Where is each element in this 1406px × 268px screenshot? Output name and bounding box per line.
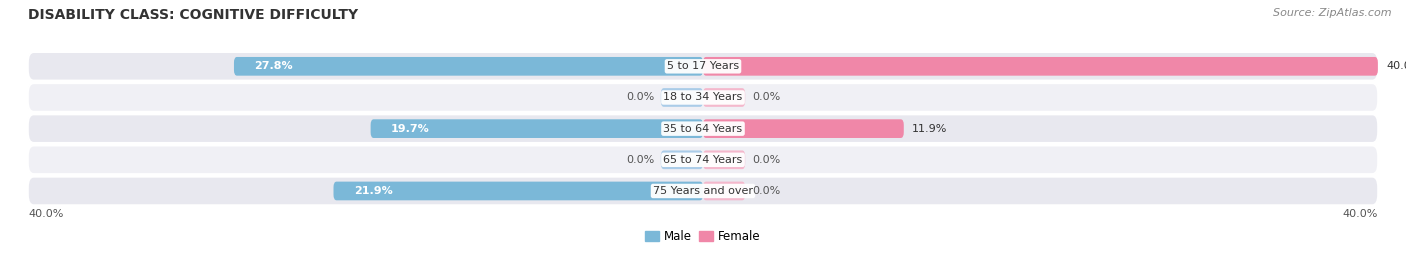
FancyBboxPatch shape (661, 88, 703, 107)
FancyBboxPatch shape (28, 177, 1378, 205)
Text: Source: ZipAtlas.com: Source: ZipAtlas.com (1274, 8, 1392, 18)
FancyBboxPatch shape (703, 119, 904, 138)
Text: 0.0%: 0.0% (752, 186, 780, 196)
Text: 0.0%: 0.0% (626, 155, 654, 165)
Text: 27.8%: 27.8% (254, 61, 292, 71)
Text: 75 Years and over: 75 Years and over (652, 186, 754, 196)
Text: 5 to 17 Years: 5 to 17 Years (666, 61, 740, 71)
Text: 0.0%: 0.0% (752, 92, 780, 102)
FancyBboxPatch shape (703, 57, 1378, 76)
FancyBboxPatch shape (703, 88, 745, 107)
Text: 65 to 74 Years: 65 to 74 Years (664, 155, 742, 165)
Text: 40.0%: 40.0% (28, 209, 63, 219)
FancyBboxPatch shape (661, 150, 703, 169)
Text: 40.0%: 40.0% (1386, 61, 1406, 71)
Text: 0.0%: 0.0% (752, 155, 780, 165)
FancyBboxPatch shape (703, 182, 745, 200)
FancyBboxPatch shape (333, 182, 703, 200)
FancyBboxPatch shape (28, 146, 1378, 174)
Text: 35 to 64 Years: 35 to 64 Years (664, 124, 742, 134)
FancyBboxPatch shape (28, 52, 1378, 81)
FancyBboxPatch shape (703, 150, 745, 169)
Legend: Male, Female: Male, Female (641, 226, 765, 248)
Text: 11.9%: 11.9% (912, 124, 948, 134)
Text: 18 to 34 Years: 18 to 34 Years (664, 92, 742, 102)
FancyBboxPatch shape (371, 119, 703, 138)
Text: 19.7%: 19.7% (391, 124, 430, 134)
Text: 21.9%: 21.9% (354, 186, 392, 196)
FancyBboxPatch shape (233, 57, 703, 76)
Text: DISABILITY CLASS: COGNITIVE DIFFICULTY: DISABILITY CLASS: COGNITIVE DIFFICULTY (28, 8, 359, 22)
Text: 40.0%: 40.0% (1343, 209, 1378, 219)
FancyBboxPatch shape (28, 114, 1378, 143)
Text: 0.0%: 0.0% (626, 92, 654, 102)
FancyBboxPatch shape (28, 83, 1378, 112)
